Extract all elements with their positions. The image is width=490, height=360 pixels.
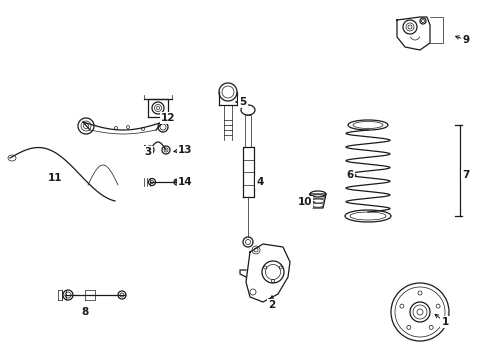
Text: 11: 11	[48, 173, 62, 183]
Text: 1: 1	[441, 317, 449, 327]
Text: 4: 4	[256, 177, 264, 187]
Text: 10: 10	[298, 197, 312, 207]
Text: 12: 12	[161, 113, 175, 123]
Text: 8: 8	[81, 307, 89, 317]
Text: 6: 6	[346, 170, 354, 180]
Text: 5: 5	[240, 97, 246, 107]
Text: 14: 14	[178, 177, 192, 187]
Text: 3: 3	[145, 147, 151, 157]
Text: 2: 2	[269, 300, 275, 310]
Text: 7: 7	[462, 170, 470, 180]
Text: 9: 9	[463, 35, 469, 45]
Text: 13: 13	[178, 145, 192, 155]
